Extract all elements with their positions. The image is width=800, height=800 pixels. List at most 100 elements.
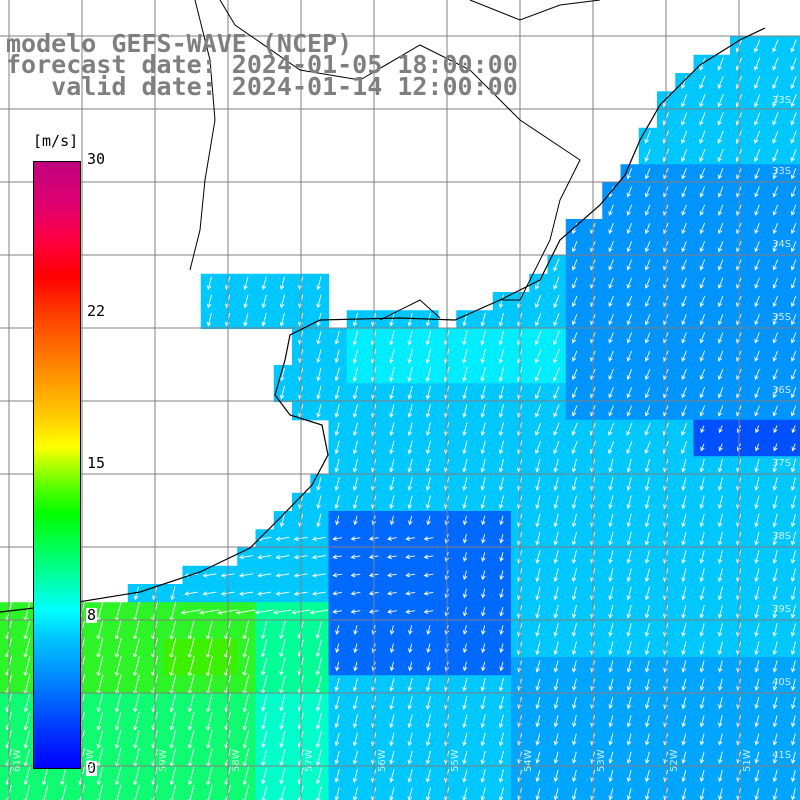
title-valid-date: valid date: 2024-01-14 12:00:00: [6, 72, 518, 101]
wind-arrow: [626, 550, 632, 564]
wind-arrow: [790, 186, 797, 198]
wind-arrow: [499, 625, 504, 635]
wind-arrow: [553, 495, 559, 510]
wind-arrow: [498, 404, 504, 418]
wind-arrow: [644, 387, 651, 399]
wind-arrow: [387, 572, 397, 578]
wind-arrow: [717, 458, 723, 473]
wind-arrow: [389, 677, 395, 692]
wind-arrow: [772, 57, 779, 71]
wind-arrow: [699, 277, 706, 289]
wind-arrow: [535, 458, 541, 473]
wind-arrow: [608, 660, 614, 673]
wind-arrow: [644, 678, 650, 691]
wind-arrow: [772, 641, 778, 656]
wind-arrow: [772, 168, 779, 180]
wind-arrow: [462, 787, 468, 800]
wind-arrow: [535, 440, 542, 455]
wind-cell: [784, 200, 800, 220]
wind-arrow: [626, 350, 633, 362]
wind-arrow: [480, 366, 486, 383]
wind-arrow: [772, 332, 779, 344]
wind-arrow: [535, 604, 541, 619]
wind-arrow: [352, 440, 358, 455]
wind-arrow: [309, 609, 329, 615]
wind-arrow: [754, 94, 761, 108]
wind-arrow: [790, 623, 796, 637]
wind-arrow: [238, 591, 253, 596]
wind-arrow: [717, 387, 724, 399]
wind-arrow: [772, 259, 779, 271]
wind-arrow: [535, 586, 541, 601]
wind-arrow: [681, 222, 687, 235]
wind-arrow: [681, 550, 687, 564]
wind-arrow: [681, 168, 687, 180]
wind-arrow: [754, 531, 760, 546]
wind-arrow: [754, 130, 761, 144]
wind-arrow: [790, 550, 796, 564]
wind-arrow: [699, 314, 706, 326]
wind-arrow: [169, 766, 177, 786]
wind-arrow: [790, 513, 796, 528]
wind-arrow: [407, 312, 413, 327]
wind-arrow: [389, 458, 395, 473]
wind-arrow: [425, 422, 431, 437]
wind-arrow: [279, 385, 285, 400]
wind-arrow: [790, 604, 796, 619]
wind-arrow: [608, 604, 614, 619]
wind-arrow: [480, 696, 486, 710]
wind-arrow: [407, 495, 413, 510]
wind-arrow: [553, 276, 560, 290]
wind-cell: [784, 310, 800, 330]
lat-label: 34S: [772, 239, 792, 250]
wind-arrow: [681, 94, 688, 108]
wind-arrow: [275, 573, 290, 578]
wind-arrow: [626, 314, 633, 326]
wind-arrow: [481, 552, 486, 562]
wind-arrow: [407, 440, 413, 455]
wind-arrow: [608, 495, 614, 510]
wind-arrow: [754, 586, 760, 601]
wind-arrow: [352, 714, 358, 729]
wind-arrow: [260, 657, 268, 676]
wind-arrow: [206, 693, 213, 713]
wind-arrow: [790, 660, 796, 673]
wind-arrow: [699, 368, 706, 381]
wind-arrow: [242, 711, 250, 731]
wind-arrow: [681, 696, 687, 710]
wind-arrow: [790, 277, 797, 289]
wind-arrow: [553, 641, 559, 656]
wind-arrow: [608, 531, 614, 546]
lon-label: 53W: [596, 749, 607, 772]
wind-arrow: [553, 531, 559, 546]
wind-arrow: [681, 769, 687, 783]
wind-arrow: [498, 787, 504, 800]
wind-arrow: [257, 573, 272, 578]
wind-arrow: [571, 623, 577, 637]
wind-arrow: [96, 693, 104, 713]
wind-arrow: [644, 568, 650, 583]
wind-arrow: [352, 769, 358, 783]
wind-arrow: [626, 568, 632, 583]
wind-arrow: [699, 715, 705, 728]
wind-arrow: [571, 531, 577, 546]
wind-arrow: [717, 259, 724, 271]
wind-arrow: [480, 677, 486, 692]
wind-arrow: [408, 661, 413, 672]
wind-arrow: [644, 550, 650, 564]
wind-arrow: [133, 766, 140, 786]
lon-label: 59W: [158, 749, 169, 772]
wind-arrow: [644, 332, 651, 344]
wind-arrow: [407, 787, 413, 800]
wind-arrow: [608, 751, 614, 764]
wind-arrow: [334, 349, 340, 364]
wind-arrow: [681, 241, 687, 253]
wind-arrow: [626, 422, 633, 436]
wind-arrow: [387, 554, 397, 560]
wind-arrow: [23, 766, 31, 786]
wind-arrow: [334, 750, 340, 765]
wind-arrow: [553, 678, 559, 691]
wind-arrow: [754, 350, 760, 362]
colorbar-tick-0: 0: [86, 759, 98, 777]
wind-cell: [784, 766, 800, 786]
